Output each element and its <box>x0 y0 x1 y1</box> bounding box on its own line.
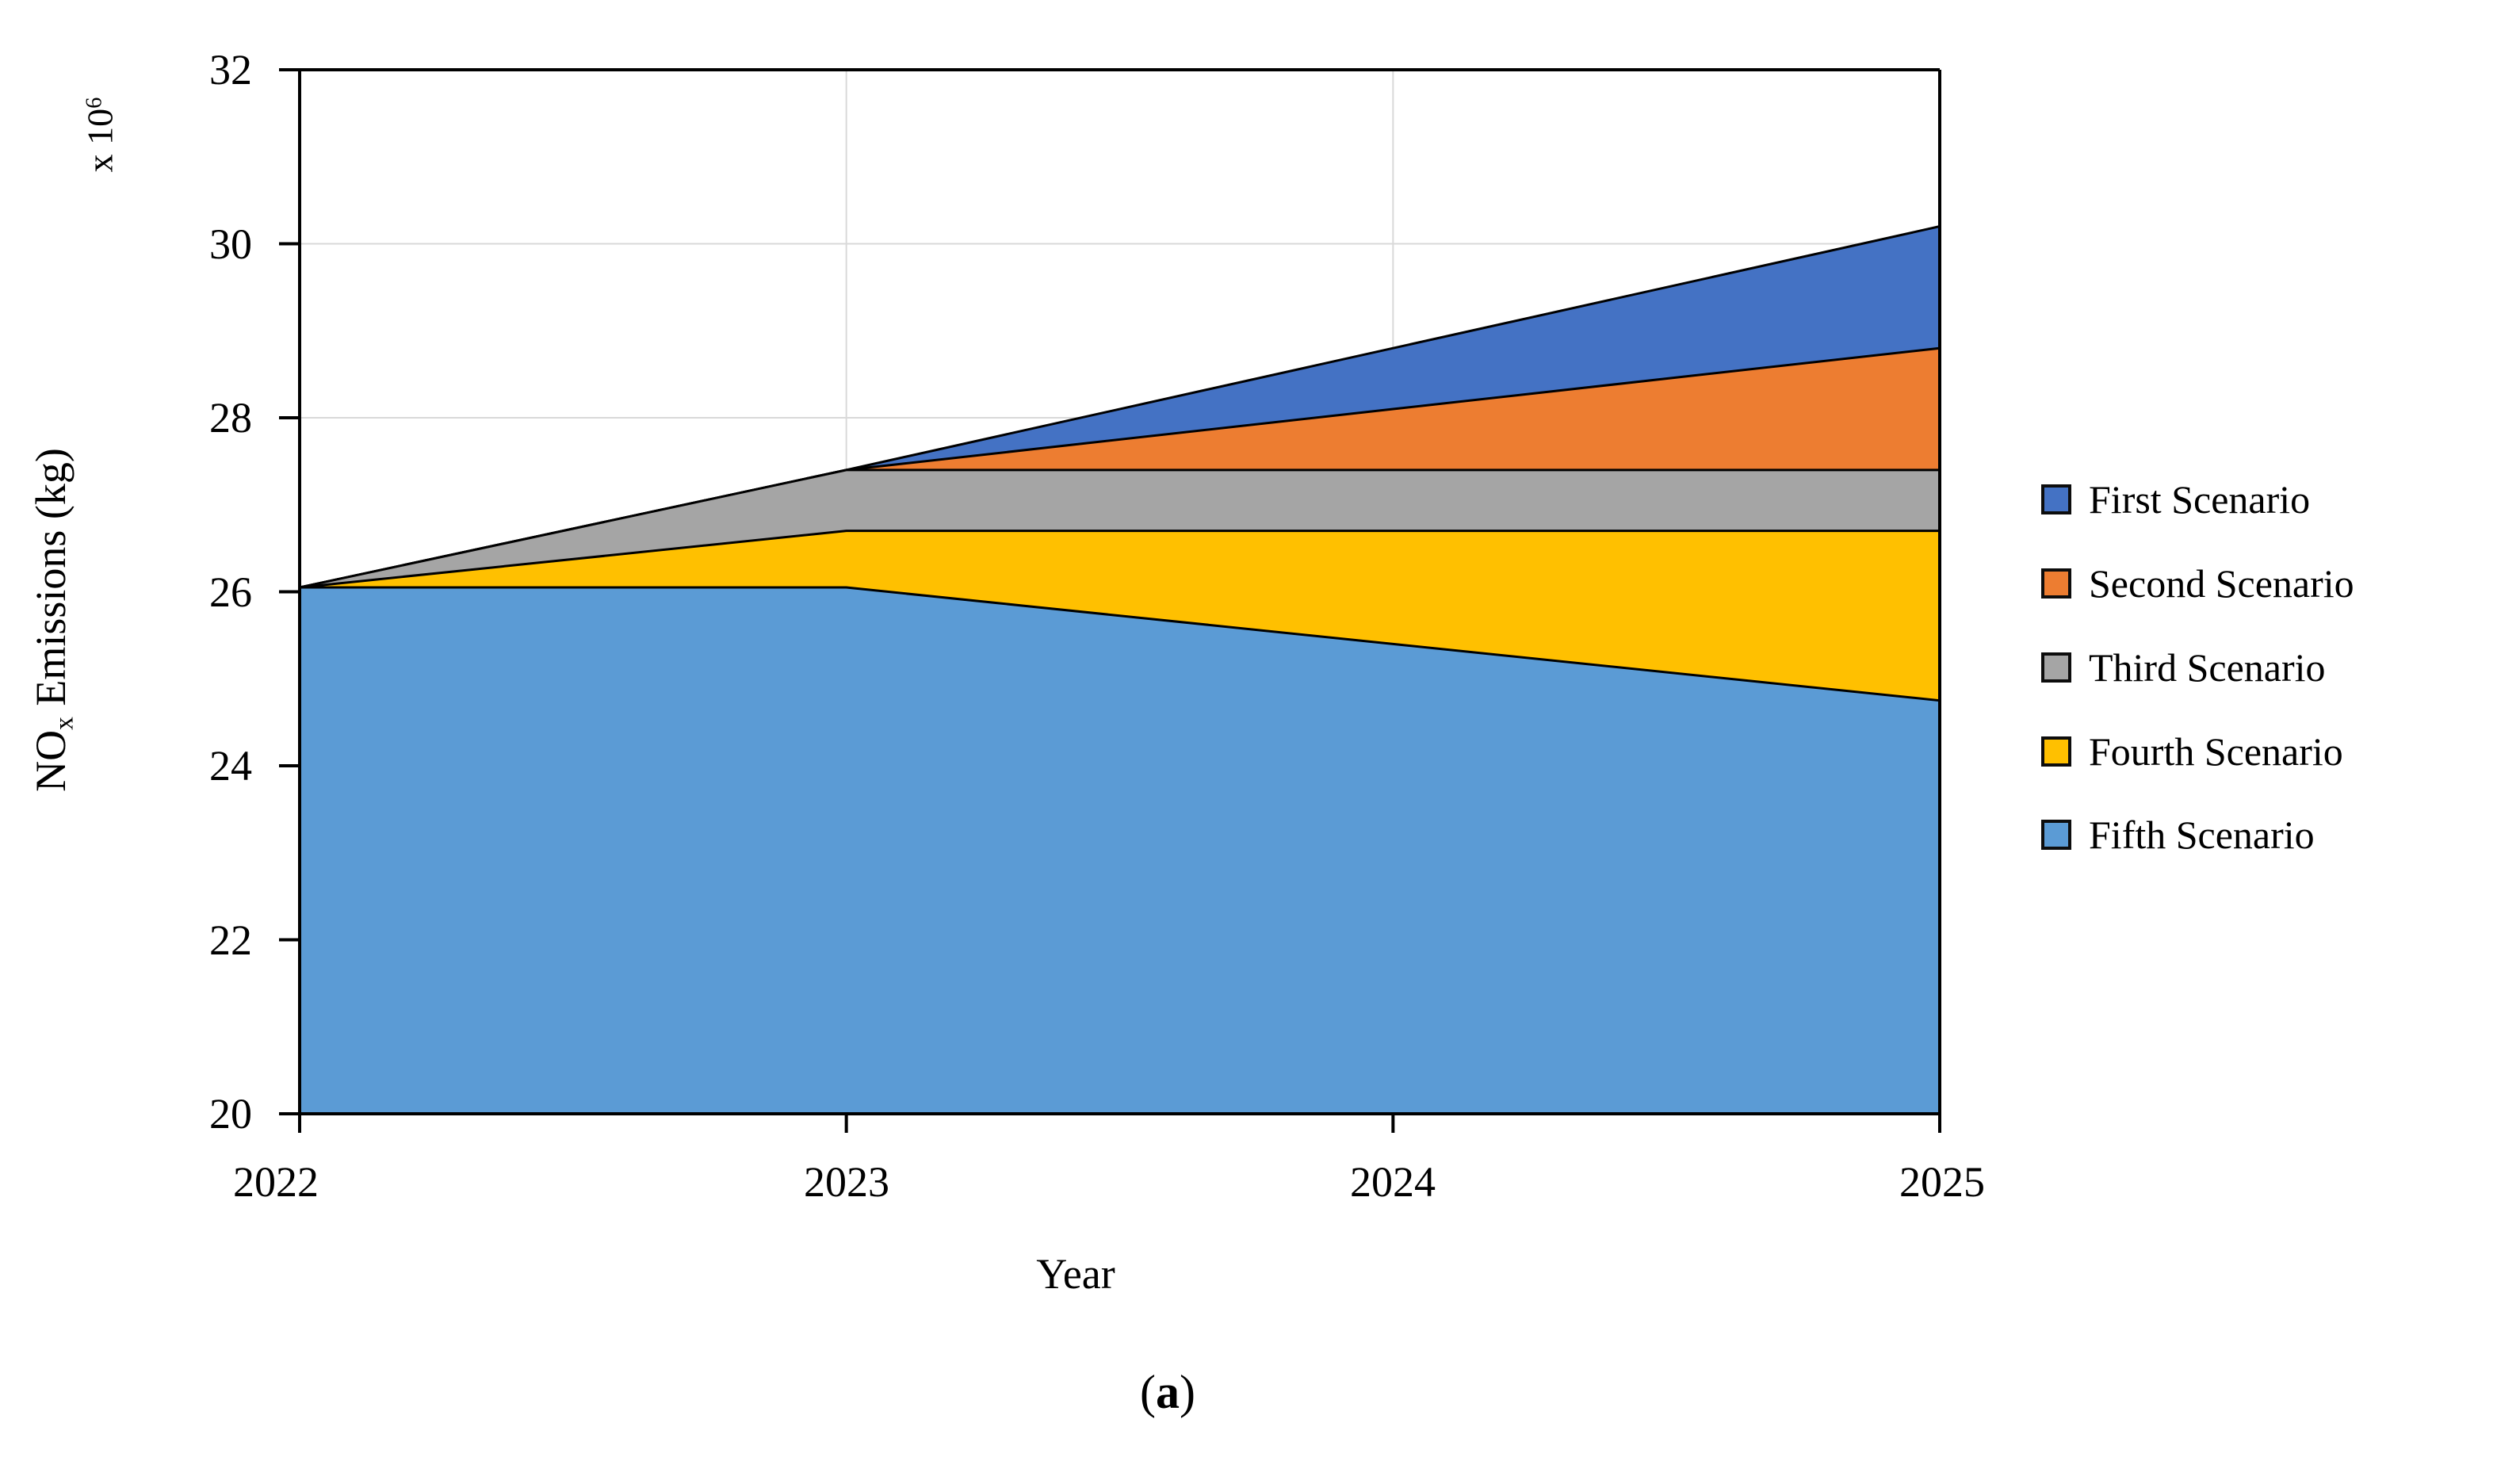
legend-item-fifth-scenario: Fifth Scenario <box>2041 810 2315 859</box>
caption-paren-open: ( <box>1140 1366 1156 1418</box>
caption-paren-close: ) <box>1180 1366 1195 1418</box>
caption-letter: a <box>1156 1366 1180 1418</box>
y-tick-label: 20 <box>209 1090 252 1138</box>
x-tick-label: 2025 <box>1899 1158 1985 1206</box>
y-axis-multiplier-base: x 10 <box>79 108 120 173</box>
x-tick-label: 2024 <box>1350 1158 1436 1206</box>
y-tick-label: 24 <box>209 742 252 790</box>
y-tick-label: 32 <box>209 46 252 94</box>
y-axis-title-subscript: x <box>49 717 79 730</box>
legend-item-second-scenario: Second Scenario <box>2041 559 2354 608</box>
legend-label-fifth-scenario: Fifth Scenario <box>2089 813 2315 857</box>
y-tick-label: 22 <box>209 916 252 964</box>
legend-label-fourth-scenario: Fourth Scenario <box>2089 729 2343 774</box>
legend-swatch-fifth-scenario <box>2041 820 2071 850</box>
y-tick-label: 30 <box>209 220 252 268</box>
y-axis-title-text: NO <box>27 729 75 792</box>
y-axis-title-suffix: Emissions (kg) <box>27 448 75 717</box>
legend-item-third-scenario: Third Scenario <box>2041 643 2326 692</box>
axis-ticks <box>279 68 1941 1133</box>
legend-label-third-scenario: Third Scenario <box>2089 645 2326 690</box>
y-axis-multiplier-exponent: 6 <box>82 97 107 109</box>
legend-label-second-scenario: Second Scenario <box>2089 561 2354 606</box>
figure-caption: (a) <box>1049 1365 1287 1420</box>
x-tick-label: 2022 <box>233 1158 319 1206</box>
legend-swatch-fourth-scenario <box>2041 736 2071 767</box>
y-axis-title: NOx Emissions (kg) <box>26 448 79 792</box>
legend-swatch-second-scenario <box>2041 568 2071 599</box>
legend-swatch-first-scenario <box>2041 484 2071 514</box>
x-tick-label: 2023 <box>804 1158 889 1206</box>
legend-swatch-third-scenario <box>2041 652 2071 683</box>
y-axis-multiplier: x 106 <box>79 98 121 173</box>
series-areas <box>298 224 1941 1115</box>
y-tick-label: 28 <box>209 394 252 442</box>
x-axis-title: Year <box>1036 1250 1115 1298</box>
legend-label-first-scenario: First Scenario <box>2089 477 2311 522</box>
y-tick-label: 26 <box>209 568 252 616</box>
legend-item-fourth-scenario: Fourth Scenario <box>2041 727 2343 776</box>
legend-item-first-scenario: First Scenario <box>2041 475 2310 524</box>
